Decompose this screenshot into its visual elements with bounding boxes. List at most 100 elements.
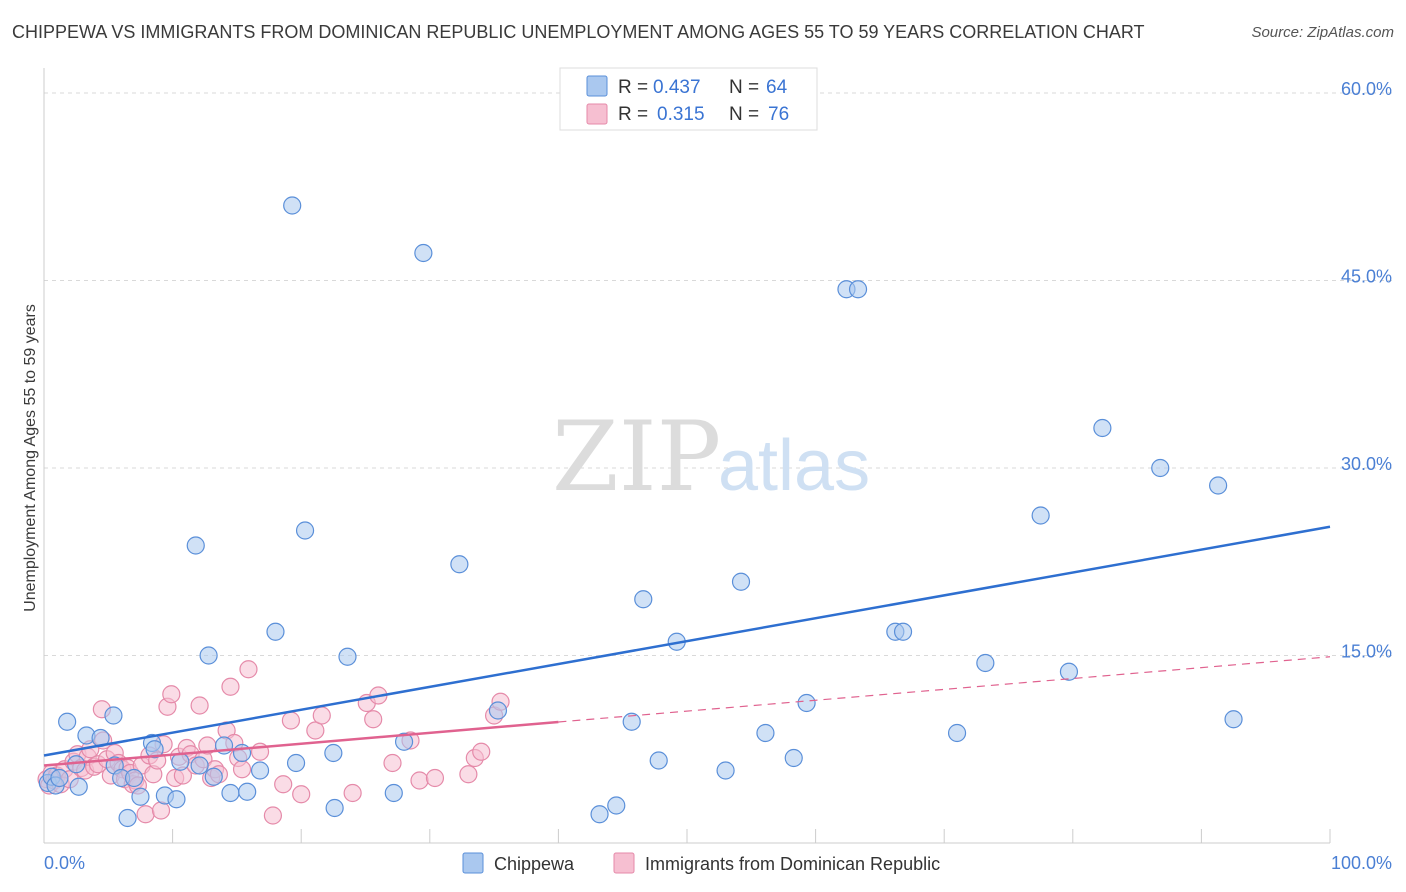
chippewa-point-20 [186,536,205,555]
chippewa-point-25 [221,783,240,803]
chippewa-point-42 [607,796,626,815]
chippewa-point-34 [325,798,344,818]
chippewa-point-6 [69,777,88,796]
bottom-legend-swatch-chippewa [462,852,484,874]
chippewa-point-51 [797,693,816,713]
dominican-point-73 [472,742,491,761]
dominican-point-51 [221,677,240,696]
chippewa-point-35 [338,647,357,666]
dominican-trend-line-dashed [558,656,1331,723]
chippewa-point-30 [283,196,302,215]
chippewa-point-39 [450,555,469,574]
series-chippewa-points [38,196,1243,828]
y-tick-label-45: 45.0% [1341,267,1392,287]
chippewa-point-53 [848,280,868,299]
legend-n-value-2: 76 [768,104,789,125]
legend-n-label-1: N = [729,77,759,98]
chippewa-trend-line [43,525,1331,757]
chippewa-point-56 [947,723,967,743]
chippewa-point-9 [104,706,123,725]
chippewa-point-29 [266,622,285,641]
dominican-point-62 [312,706,331,725]
watermark: ZIP atlas [552,401,870,513]
chippewa-point-63 [1224,710,1243,729]
legend-n-value-1: 64 [766,77,788,98]
bottom-legend-label-dominican: Immigrants from Dominican Republic [645,854,940,874]
chippewa-point-37 [394,732,414,751]
chippewa-point-60 [1093,418,1112,438]
chippewa-point-47 [716,761,735,780]
dominican-point-34 [151,801,171,820]
chippewa-point-44 [634,590,653,609]
legend-swatch-chippewa [586,75,608,97]
chippewa-point-58 [1031,506,1050,525]
grid-lines [44,92,1392,656]
y-tick-label-30: 30.0% [1341,454,1392,474]
chippewa-point-12 [118,808,137,828]
chippewa-point-49 [756,723,775,743]
y-tick-label-15: 15.0% [1341,642,1392,662]
dominican-point-69 [410,771,429,790]
dominican-point-54 [232,760,252,779]
dominican-point-57 [263,806,283,825]
watermark-atlas: atlas [718,426,870,506]
dominican-point-70 [425,768,445,788]
bottom-legend-label-chippewa: Chippewa [494,854,575,874]
legend-r-value-2: 0.315 [657,104,705,125]
chippewa-point-3 [50,768,69,788]
chippewa-point-62 [1209,476,1228,495]
dominican-trend-line-solid [43,720,559,767]
chippewa-point-32 [295,521,315,540]
chippewa-point-13 [124,768,144,788]
legend-r-label-1: R = [618,77,648,98]
legend-r-label-2: R = [618,104,648,125]
chippewa-point-4 [58,712,77,731]
chippewa-point-48 [731,572,751,591]
chippewa-point-40 [488,701,508,720]
chippewa-point-27 [238,782,257,801]
dominican-point-44 [190,696,209,715]
chippewa-point-45 [649,751,668,770]
chippewa-point-41 [590,805,609,824]
dominican-point-63 [343,783,362,803]
watermark-zip: ZIP [552,401,721,513]
dominican-point-65 [364,710,383,729]
chippewa-point-21 [190,756,209,775]
dominican-point-58 [274,775,293,794]
chippewa-point-18 [167,790,186,809]
dominican-point-59 [281,711,301,730]
bottom-legend-swatch-dominican [613,852,635,874]
legend: R = 0.437 N = 64 R = 0.315 N = 76 [559,67,818,131]
chippewa-point-22 [199,646,218,665]
bottom-legend: Chippewa Immigrants from Dominican Repub… [462,852,940,874]
legend-r-value-1: 0.437 [653,77,701,98]
x-tick-marks [172,829,1331,843]
chippewa-point-43 [622,712,641,731]
chippewa-point-14 [131,787,150,806]
dominican-point-60 [292,785,311,804]
chippewa-point-31 [286,753,306,773]
chippewa-point-19 [171,752,190,771]
chippewa-point-57 [976,653,995,673]
chippewa-point-33 [324,743,343,763]
chippewa-point-55 [893,622,913,641]
y-tick-label-60: 60.0% [1341,79,1392,99]
chippewa-point-16 [145,740,164,759]
dominican-point-61 [306,721,325,740]
trend-lines [43,525,1331,767]
dominican-point-55 [239,660,258,679]
legend-n-label-2: N = [729,104,759,125]
dominican-point-67 [383,753,402,773]
chippewa-point-38 [414,243,433,263]
y-axis-label: Unemployment Among Ages 55 to 59 years [22,304,39,612]
x-tick-label-max: 100.0% [1331,853,1392,873]
dominican-point-71 [459,765,478,784]
legend-swatch-dominican [586,103,608,125]
dominican-point-30 [136,805,155,824]
chippewa-point-59 [1059,662,1079,681]
chart-title: CHIPPEWA VS IMMIGRANTS FROM DOMINICAN RE… [12,22,1145,42]
x-tick-label-min: 0.0% [44,853,85,873]
chippewa-point-23 [204,767,223,786]
chippewa-point-36 [384,783,403,803]
